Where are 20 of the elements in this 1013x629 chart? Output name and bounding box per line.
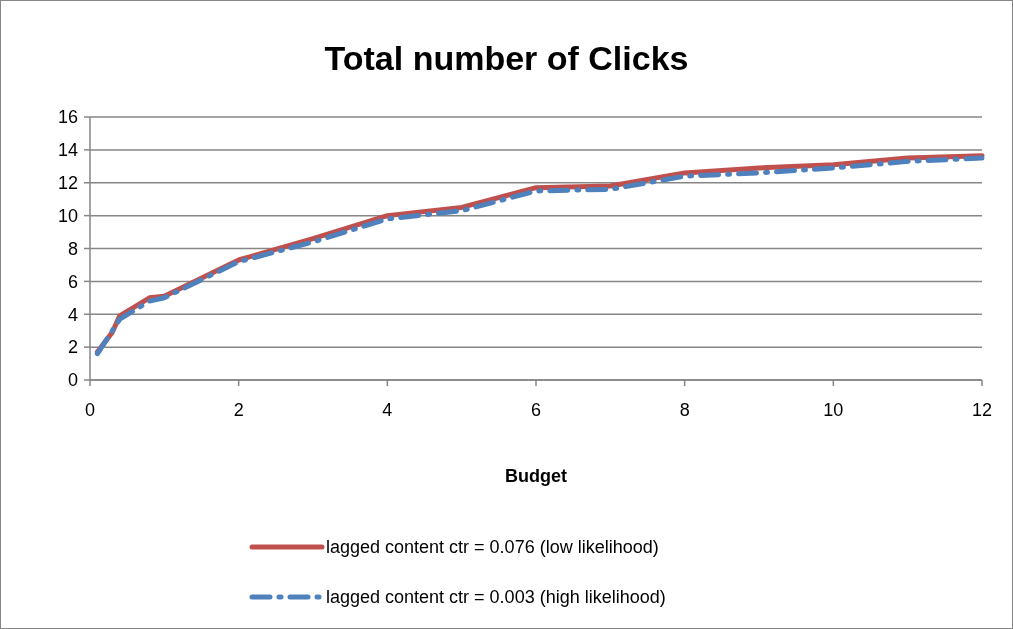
- x-tick-label: 0: [84, 400, 96, 420]
- y-tick-label: 8: [67, 238, 78, 259]
- x-tick-label: 2: [233, 400, 244, 420]
- y-tick-label: 4: [67, 304, 78, 325]
- x-tick-label: 10: [823, 400, 844, 420]
- legend-label: lagged content ctr = 0.076 (low likelihood): [326, 537, 659, 558]
- chart-title: Total number of Clicks: [324, 39, 689, 77]
- y-tick-label: 2: [67, 337, 78, 358]
- x-tick-label: 8: [679, 400, 690, 420]
- y-tick-label: 14: [57, 140, 78, 161]
- y-tick-label: 12: [57, 173, 78, 194]
- y-tick-label: 0: [67, 370, 78, 391]
- legend-label: lagged content ctr = 0.003 (high likelihood): [326, 587, 666, 608]
- x-axis-title: Budget: [505, 466, 567, 486]
- y-tick-label: 10: [57, 205, 78, 226]
- x-tick-label: 6: [530, 400, 542, 420]
- x-tick-label: 12: [971, 400, 993, 420]
- x-tick-label: 4: [382, 400, 393, 420]
- y-tick-label: 6: [67, 271, 78, 292]
- y-tick-label: 16: [57, 107, 78, 128]
